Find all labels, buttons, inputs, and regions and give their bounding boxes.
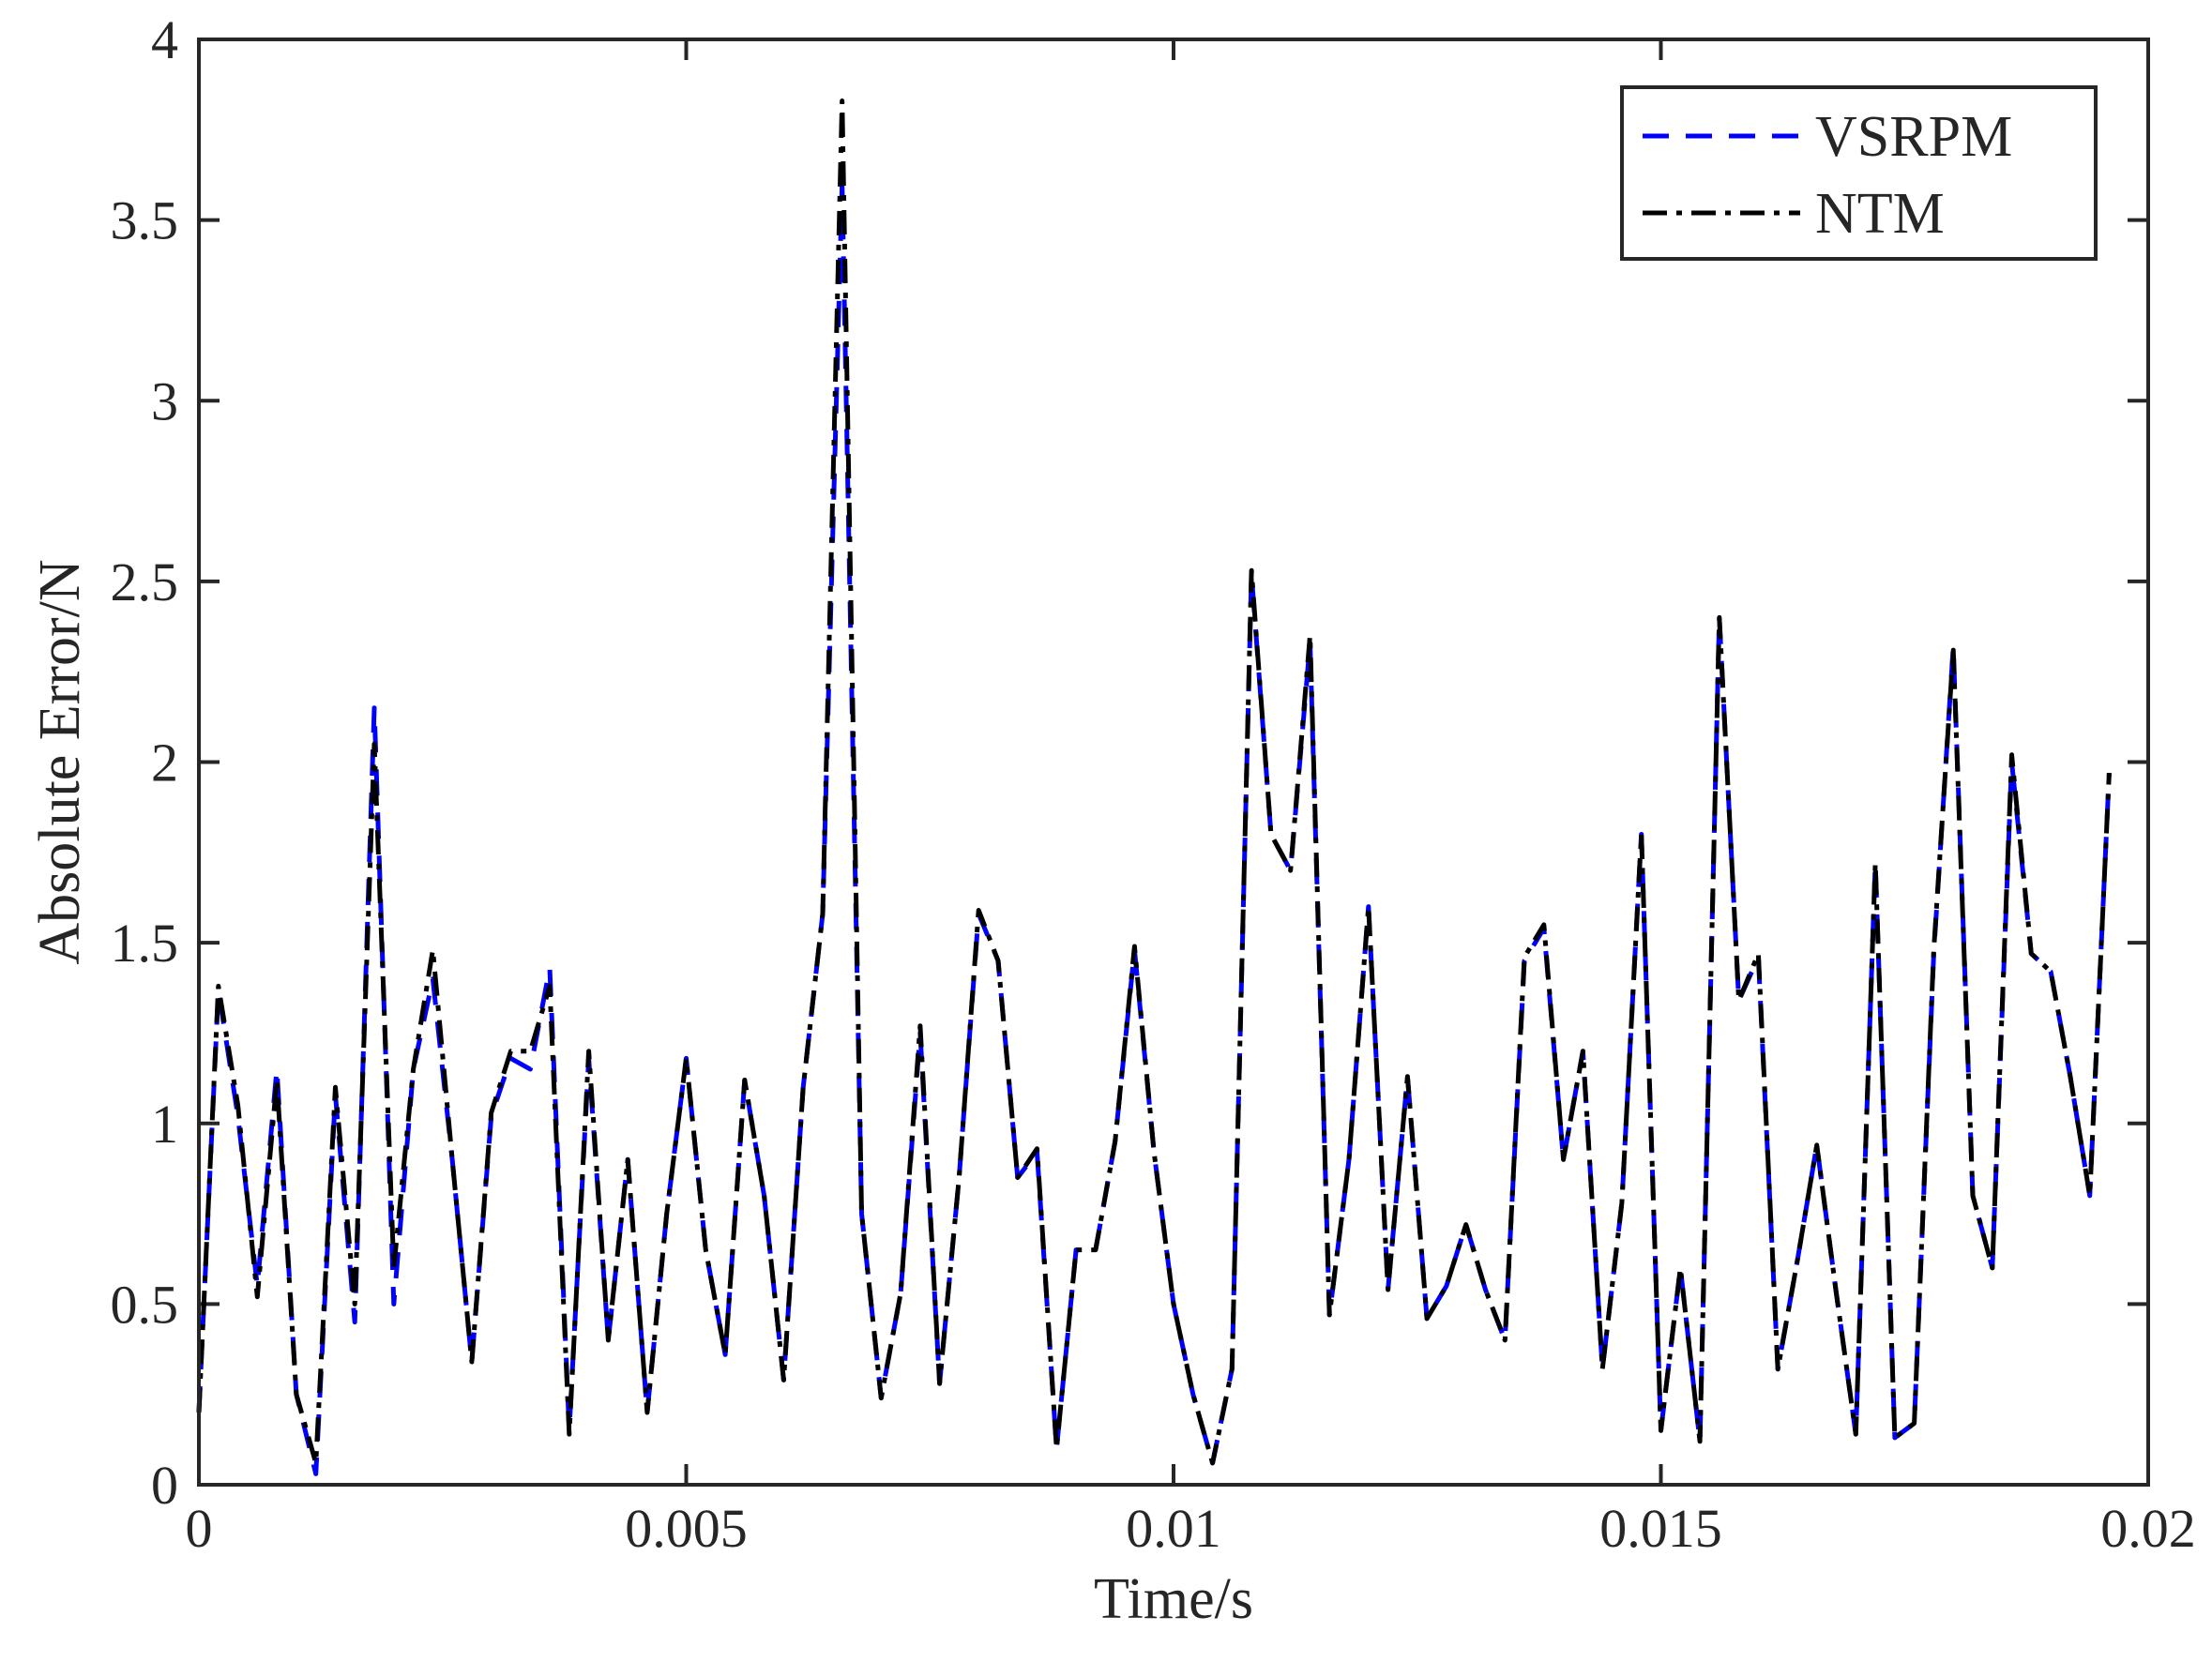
plot-frame (197, 38, 2150, 1487)
legend-label-ntm: NTM (1815, 182, 1945, 246)
series-line-ntm (196, 98, 2112, 1466)
x-tick-label: 0.015 (1599, 1498, 1722, 1559)
legend-label-vsrpm: VSRPM (1815, 105, 2012, 169)
x-tick-label: 0.02 (2100, 1498, 2196, 1559)
y-tick-label: 0.5 (111, 1274, 179, 1335)
y-tick-label: 1.5 (111, 913, 179, 974)
y-tick-label: 3 (151, 370, 178, 431)
x-tick-label: 0 (186, 1498, 213, 1559)
y-tick-label: 0 (151, 1455, 178, 1516)
tick-labels: 0 0.005 0.01 0.015 0.02 0 0.5 1 1.5 2 2.5 3 3.5 4 (111, 9, 2196, 1559)
y-tick-label: 3.5 (111, 190, 179, 251)
legend: VSRPM NTM (1620, 85, 2098, 261)
y-tick-label: 2.5 (111, 551, 179, 612)
y-tick-label: 1 (151, 1094, 178, 1155)
y-tick-label: 4 (151, 9, 178, 70)
y-tick-label: 2 (151, 733, 178, 793)
x-axis-title: Time/s (1094, 1567, 1253, 1631)
x-tick-label: 0.01 (1126, 1498, 1221, 1559)
x-tick-label: 0.005 (625, 1498, 748, 1559)
series-layer (196, 98, 2112, 1476)
legend-box (1620, 85, 2098, 261)
y-axis-title: Absolute Error/N (28, 559, 92, 964)
